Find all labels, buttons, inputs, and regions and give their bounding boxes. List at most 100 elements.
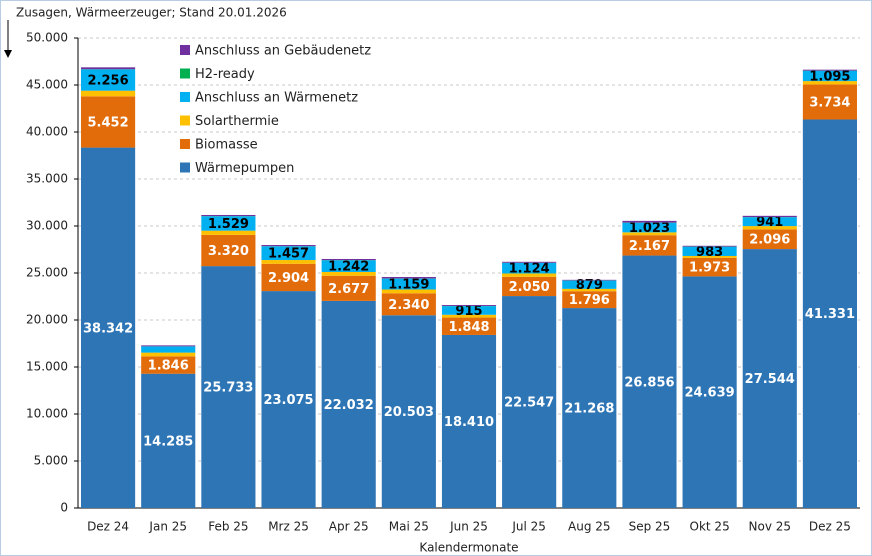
bar-segment xyxy=(141,346,196,353)
bar-segment xyxy=(81,96,136,148)
data-label: 1.973 xyxy=(689,261,730,276)
arrow-head xyxy=(4,50,12,58)
bar-segment xyxy=(141,356,196,374)
y-tick-label: 15.000 xyxy=(26,360,68,374)
data-label: 3.320 xyxy=(208,244,249,259)
bar-segment xyxy=(201,230,256,235)
bar-segment xyxy=(622,255,677,508)
data-label: 3.734 xyxy=(809,95,850,110)
y-tick-label: 40.000 xyxy=(26,125,68,139)
x-tick-label: Dez 24 xyxy=(87,520,129,534)
y-tick-label: 45.000 xyxy=(26,78,68,92)
bar-segment xyxy=(141,373,196,508)
data-label: 1.023 xyxy=(629,221,670,236)
data-label: 22.547 xyxy=(504,396,554,411)
bar-segment xyxy=(562,308,617,508)
data-label: 1.242 xyxy=(328,260,369,275)
x-tick-label: Jan 25 xyxy=(148,520,187,534)
bar-segment xyxy=(502,276,557,297)
data-label: 2.096 xyxy=(749,233,790,248)
bar-segment xyxy=(682,257,737,277)
bar-segment xyxy=(321,258,376,261)
bar-segment xyxy=(802,70,857,82)
data-label: 2.050 xyxy=(509,280,550,295)
bar-segment xyxy=(261,263,316,292)
legend-swatch xyxy=(180,139,190,149)
bar-segment xyxy=(502,261,557,263)
legend-swatch xyxy=(180,115,190,126)
bar-segment xyxy=(742,217,797,227)
bar-segment xyxy=(682,276,737,508)
legend-swatch xyxy=(180,45,190,55)
bar-segment xyxy=(802,69,857,71)
y-tick-label: 50.000 xyxy=(26,31,68,45)
bar-segment xyxy=(261,291,316,508)
legend-label: H2-ready xyxy=(195,67,255,82)
x-tick-label: Jul 25 xyxy=(511,520,546,534)
legend-swatch xyxy=(180,92,190,102)
data-label: 1.796 xyxy=(569,293,610,308)
bar-segment xyxy=(261,246,316,261)
bar-segment xyxy=(261,260,316,264)
chart-title: Zusagen, Wärmeerzeuger; Stand 20.01.2026 xyxy=(16,6,287,20)
bar-segment xyxy=(502,296,557,508)
bar-segment xyxy=(562,280,617,289)
data-label: 20.503 xyxy=(384,405,434,420)
x-axis-label: Kalendermonate xyxy=(419,541,518,555)
data-label: 23.075 xyxy=(263,393,313,408)
y-tick-label: 25.000 xyxy=(26,266,68,280)
bar-segment xyxy=(622,220,677,223)
legend-label: Solarthermie xyxy=(195,114,279,129)
bar-segment xyxy=(381,293,436,316)
bar-segment xyxy=(201,214,256,217)
data-label: 26.856 xyxy=(624,375,674,390)
data-label: 1.124 xyxy=(509,262,550,277)
y-tick-label: 30.000 xyxy=(26,219,68,233)
y-tick-label: 35.000 xyxy=(26,172,68,186)
data-label: 1.095 xyxy=(809,69,850,84)
bar-segment xyxy=(622,222,677,233)
data-label: 1.457 xyxy=(268,247,309,262)
data-label: 941 xyxy=(756,215,783,230)
data-label: 2.167 xyxy=(629,239,670,254)
data-label: 27.544 xyxy=(745,372,795,387)
bar-segment xyxy=(682,255,737,258)
x-tick-label: Apr 25 xyxy=(329,520,369,534)
data-label: 14.285 xyxy=(143,434,193,449)
bar-segment xyxy=(622,232,677,236)
bar-segment xyxy=(321,300,376,508)
bar-segment xyxy=(441,314,497,318)
data-label: 1.848 xyxy=(448,320,489,335)
bar-segment xyxy=(201,234,256,267)
x-tick-label: Mai 25 xyxy=(389,520,429,534)
data-label: 41.331 xyxy=(805,307,855,322)
data-label: 2.677 xyxy=(328,282,369,297)
bar-segment xyxy=(201,266,256,508)
y-tick-label: 0 xyxy=(60,501,68,515)
bar-segment xyxy=(81,90,136,97)
bar-segment xyxy=(502,262,557,274)
bar-segment xyxy=(441,317,497,335)
bar-segment xyxy=(742,249,797,508)
legend-swatch xyxy=(180,68,190,79)
bar-segment xyxy=(742,226,797,230)
data-label: 1.159 xyxy=(388,278,429,293)
y-tick-label: 10.000 xyxy=(26,407,68,421)
x-tick-label: Sep 25 xyxy=(629,520,671,534)
bar-segment xyxy=(742,229,797,250)
bar-segment xyxy=(802,119,857,509)
x-tick-label: Aug 25 xyxy=(568,520,611,534)
bar-segment xyxy=(321,271,376,276)
y-tick-label: 5.000 xyxy=(34,454,68,468)
bar-segment xyxy=(622,235,677,256)
data-label: 24.639 xyxy=(685,386,735,401)
bar-segment xyxy=(321,275,376,301)
bar-segment xyxy=(802,84,857,120)
bar-segment xyxy=(562,288,617,292)
data-label: 18.410 xyxy=(444,415,494,430)
data-label: 879 xyxy=(576,278,603,293)
bar-segment xyxy=(441,305,497,306)
bar-segment xyxy=(141,345,196,347)
bar-segment xyxy=(81,147,136,508)
